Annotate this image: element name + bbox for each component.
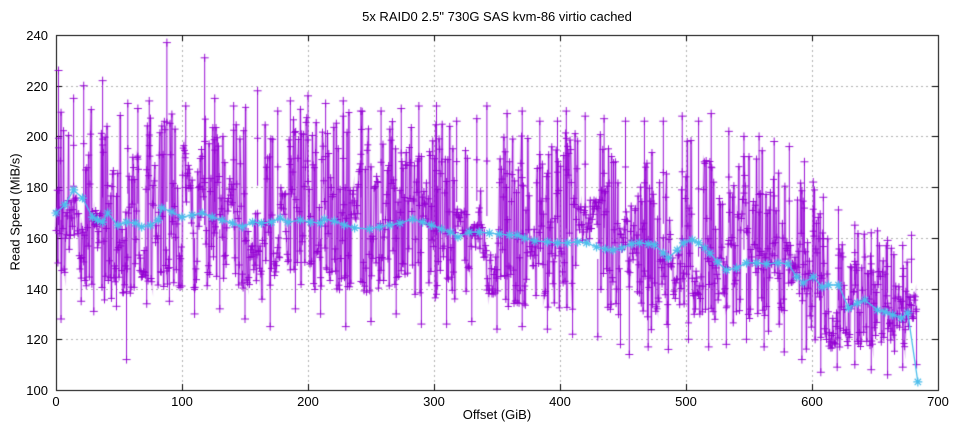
x-tick-label: 500 <box>675 394 697 409</box>
y-tick-label: 100 <box>26 383 48 398</box>
y-tick-label: 220 <box>26 78 48 94</box>
y-tick-label: 160 <box>26 230 48 246</box>
y-tick-label: 180 <box>26 180 48 196</box>
x-tick-label: 400 <box>549 394 571 409</box>
x-tick-label: 300 <box>423 394 445 409</box>
x-tick-label: 100 <box>171 394 193 409</box>
y-tick-label: 240 <box>26 28 48 43</box>
x-axis-title: Offset (GiB) <box>462 407 532 422</box>
x-tick-label: 0 <box>52 394 60 409</box>
x-tick-label: 700 <box>927 394 949 409</box>
chart-title: 5x RAID0 2.5" 730G SAS kvm-86 virtio cac… <box>362 9 632 24</box>
y-tick-label: 200 <box>26 129 48 145</box>
y-tick-label: 120 <box>26 332 48 348</box>
x-tick-label: 600 <box>801 394 823 409</box>
x-tick-label: 200 <box>297 394 319 409</box>
y-axis-title: Read Speed (MiB/s) <box>7 153 23 271</box>
y-tick-label: 140 <box>26 281 48 297</box>
